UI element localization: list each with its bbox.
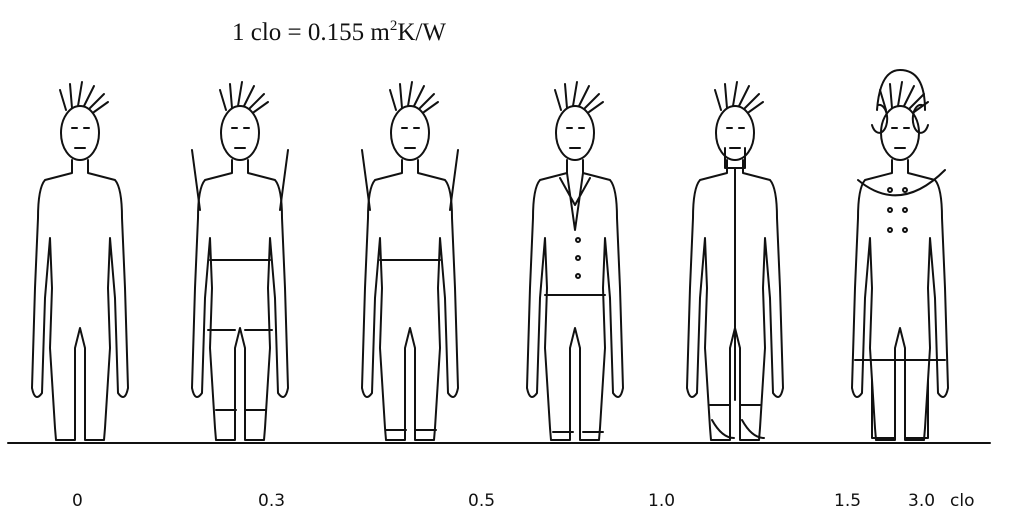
clo-label: 3.0 <box>908 491 935 511</box>
figure-shorts <box>191 81 289 441</box>
figure-overall <box>686 81 784 441</box>
clo-label: 0.3 <box>258 491 285 511</box>
clo-label: 1.5 <box>834 491 861 511</box>
clo-label: 0.5 <box>468 491 495 511</box>
unit-label: clo <box>950 491 974 511</box>
title-rest: K/W <box>397 19 446 46</box>
title: 1 clo = 0.155 m2K/W <box>232 18 446 46</box>
title-sup: 2 <box>390 18 398 34</box>
figure-winter <box>851 69 949 441</box>
clo-label: 1.0 <box>648 491 675 511</box>
clo-label: 0 <box>72 491 83 511</box>
figure-suit <box>526 81 624 441</box>
figure-nude <box>31 81 129 441</box>
title-text: 1 clo = 0.155 m <box>232 19 390 46</box>
figure-trousers <box>361 81 459 441</box>
